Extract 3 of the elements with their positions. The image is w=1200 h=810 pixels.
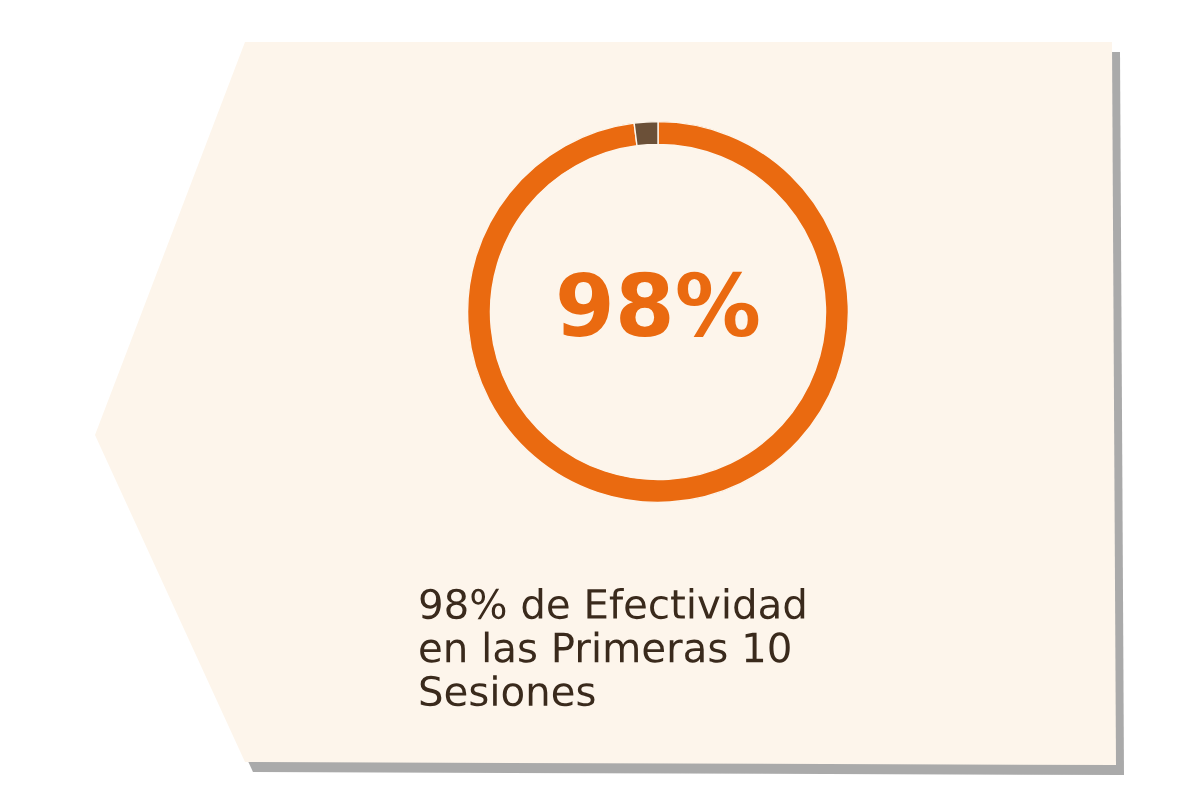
text: 98% xyxy=(559,271,759,337)
text: 98% de Efectividad en las Primeras 10 Sesiones xyxy=(420,588,805,707)
donut-slice xyxy=(466,120,850,504)
